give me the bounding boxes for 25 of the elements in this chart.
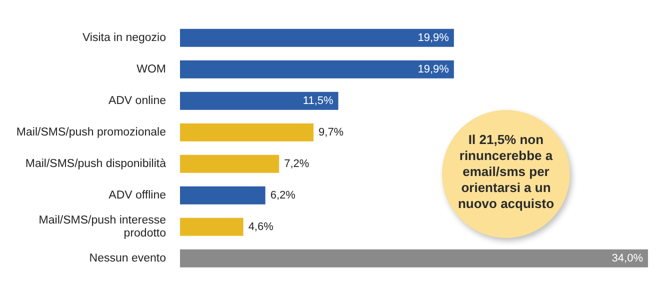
data-label: 4,6% [248, 220, 274, 233]
bar [180, 154, 280, 173]
bar [180, 249, 648, 268]
bar [180, 123, 314, 142]
y-tick-label: Nessun evento [89, 252, 166, 264]
y-tick-label: Mail/SMS/push promozionale [16, 126, 166, 138]
data-label: 11,5% [302, 94, 334, 107]
y-tick-label: WOM [136, 63, 166, 76]
data-label: 6,2% [270, 189, 296, 202]
y-tick-label: ADV offline [108, 189, 166, 202]
bar [180, 186, 266, 204]
y-tick-label: ADV online [108, 94, 166, 107]
data-label: 7,2% [284, 158, 310, 170]
bar [180, 92, 338, 110]
data-label: 19,9% [418, 63, 450, 76]
y-tick-label: Mail/SMS/push interesse prodotto [38, 214, 166, 240]
y-tick-label: Mail/SMS/push disponibilità [25, 158, 167, 170]
annotation: Il 21,5% non rinuncerebbe a email/sms per orientarsi a un nuovo acquisto [456, 132, 556, 212]
bar [180, 28, 454, 47]
bar [180, 218, 244, 236]
data-label: 34,0% [612, 252, 644, 264]
bar [180, 60, 454, 78]
data-label: 19,9% [418, 32, 450, 44]
data-label: 9,7% [318, 126, 344, 138]
y-tick-label: Visita in negozio [82, 32, 166, 44]
